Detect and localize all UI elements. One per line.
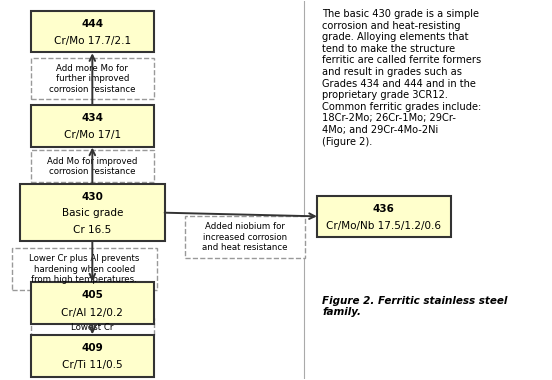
Text: The basic 430 grade is a simple
corrosion and heat-resisting
grade. Alloying ele: The basic 430 grade is a simple corrosio… [322, 9, 481, 147]
Text: Cr/Mo 17/1: Cr/Mo 17/1 [64, 130, 121, 140]
Text: 409: 409 [82, 343, 103, 353]
FancyBboxPatch shape [31, 11, 154, 52]
FancyBboxPatch shape [31, 282, 154, 324]
FancyBboxPatch shape [317, 196, 451, 237]
FancyBboxPatch shape [31, 335, 154, 377]
FancyBboxPatch shape [31, 58, 154, 100]
Text: 430: 430 [81, 192, 103, 202]
Text: Cr 16.5: Cr 16.5 [73, 225, 112, 235]
Text: Cr/Ti 11/0.5: Cr/Ti 11/0.5 [62, 360, 123, 370]
Text: 405: 405 [81, 290, 103, 301]
Text: Add more Mo for
further improved
corrosion resistance: Add more Mo for further improved corrosi… [49, 64, 136, 93]
FancyBboxPatch shape [31, 105, 154, 147]
Text: 436: 436 [373, 204, 395, 214]
FancyBboxPatch shape [31, 150, 154, 182]
FancyBboxPatch shape [12, 249, 157, 290]
FancyBboxPatch shape [31, 318, 154, 337]
FancyBboxPatch shape [20, 184, 164, 241]
Text: Cr/Mo 17.7/2.1: Cr/Mo 17.7/2.1 [54, 36, 131, 46]
Text: Add Mo for improved
corrosion resistance: Add Mo for improved corrosion resistance [47, 157, 137, 176]
Text: 434: 434 [81, 113, 103, 123]
Text: 444: 444 [81, 19, 103, 29]
Text: Basic grade: Basic grade [62, 209, 123, 218]
Text: Cr/Mo/Nb 17.5/1.2/0.6: Cr/Mo/Nb 17.5/1.2/0.6 [326, 221, 442, 231]
Text: Lowest Cr: Lowest Cr [71, 323, 114, 332]
Text: Lower Cr plus Al prevents
hardening when cooled
from high temperatures.: Lower Cr plus Al prevents hardening when… [29, 254, 140, 284]
Text: Added niobium for
increased corrosion
and heat resistance: Added niobium for increased corrosion an… [202, 222, 288, 252]
FancyBboxPatch shape [184, 216, 305, 258]
Text: Figure 2. Ferritic stainless steel
family.: Figure 2. Ferritic stainless steel famil… [322, 296, 508, 317]
Text: Cr/Al 12/0.2: Cr/Al 12/0.2 [61, 307, 123, 318]
